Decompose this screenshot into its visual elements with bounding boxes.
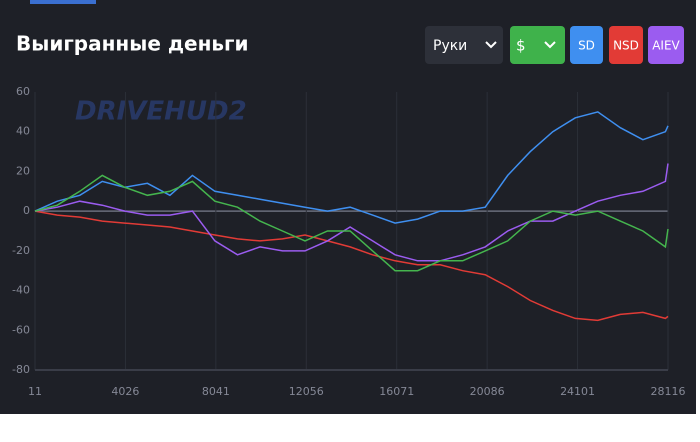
y-tick-label: -60 [12,323,30,336]
x-tick-label: 11 [28,385,42,398]
y-tick-label: 60 [16,85,30,98]
x-tick-label: 28116 [651,385,686,398]
dropdown-box[interactable] [510,26,565,64]
y-tick-label: -40 [12,284,30,297]
legend-label[interactable]: NSD [613,39,639,53]
dropdown-label[interactable]: $ [516,37,526,55]
series-line [34,210,669,322]
chart-title: Выигранные деньги [16,32,249,56]
x-tick-label: 8041 [202,385,230,398]
accent-bar [30,0,96,4]
y-tick-label: 20 [16,164,30,177]
currency-dropdown[interactable]: $ [510,26,565,64]
series-line [34,163,669,262]
x-tick-label: 4026 [111,385,139,398]
dropdown-box[interactable] [425,26,503,64]
watermark: DRIVEHUD2 [75,97,247,127]
x-tick-label: 20086 [470,385,505,398]
dropdown-label[interactable]: Руки [433,38,467,54]
legend-button[interactable] [609,26,643,64]
chevron [544,41,556,49]
y-tick-label: 40 [16,125,30,138]
series-line [34,174,669,272]
y-tick-label: -80 [12,363,30,376]
x-tick-label: 24101 [560,385,595,398]
legend-button[interactable] [648,26,684,64]
legend-label[interactable]: SD [578,39,595,53]
chevron [485,41,497,49]
y-tick-label: 0 [23,204,30,217]
range-dropdown[interactable]: Руки [425,26,503,64]
series-line [34,111,669,224]
legend-button[interactable] [570,26,603,64]
legend-label[interactable]: AIEV [652,39,680,53]
y-tick-label: -20 [12,244,30,257]
x-tick-label: 12056 [289,385,324,398]
x-tick-label: 16071 [379,385,414,398]
